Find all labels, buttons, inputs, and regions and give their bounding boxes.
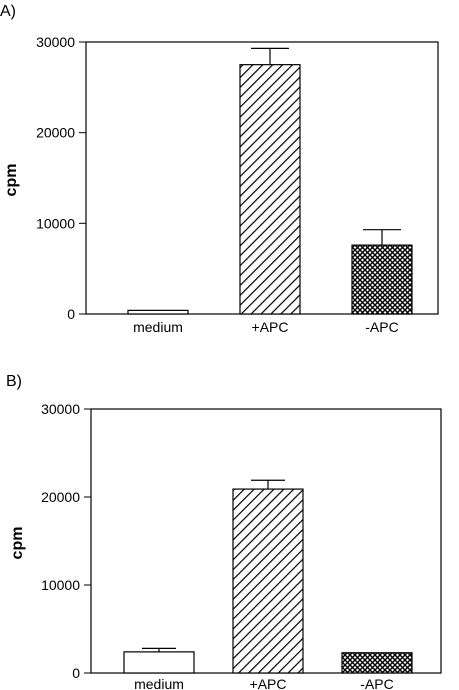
bar-a-1: [239, 64, 301, 315]
y-tick-label-b-0: 0: [72, 665, 80, 681]
bar-b-0: [123, 651, 195, 674]
panel-label-b: B): [6, 373, 22, 390]
category-label-b-0: medium: [134, 676, 184, 690]
bars-a: [127, 47, 413, 315]
y-tick-label-a-0: 0: [67, 306, 75, 322]
y-axis-ticks-b: 0 10000 20000 30000: [41, 401, 91, 681]
y-axis-ticks-a: 0 10000 20000 30000: [36, 34, 86, 322]
panel-label-a: A): [0, 3, 16, 20]
category-labels-a: medium +APC -APC: [133, 319, 399, 335]
y-tick-label-b-3: 30000: [41, 401, 80, 417]
bar-a-2: [351, 244, 413, 315]
y-tick-label-a-2: 20000: [36, 125, 75, 141]
category-labels-b: medium +APC -APC: [134, 676, 394, 690]
category-label-a-1: +APC: [252, 319, 289, 335]
y-tick-label-b-1: 10000: [41, 577, 80, 593]
bar-b-2: [341, 652, 413, 674]
y-tick-label-a-3: 30000: [36, 34, 75, 50]
y-axis-title-a: cpm: [3, 164, 20, 197]
chart-panel-b: B) cpm 0 10000 20000 30000 medium +APC: [6, 373, 442, 690]
y-axis-title-b: cpm: [9, 527, 26, 560]
category-label-a-2: -APC: [365, 319, 398, 335]
chart-panel-a: A) cpm 0 10000 20000 30000 medium +APC: [0, 3, 439, 335]
y-tick-label-a-1: 10000: [36, 215, 75, 231]
category-label-b-2: -APC: [360, 676, 393, 690]
bar-a-0: [127, 309, 189, 315]
bars-b: [123, 479, 413, 674]
y-tick-label-b-2: 20000: [41, 489, 80, 505]
bar-b-1: [232, 488, 304, 674]
category-label-a-0: medium: [133, 319, 183, 335]
category-label-b-1: +APC: [250, 676, 287, 690]
